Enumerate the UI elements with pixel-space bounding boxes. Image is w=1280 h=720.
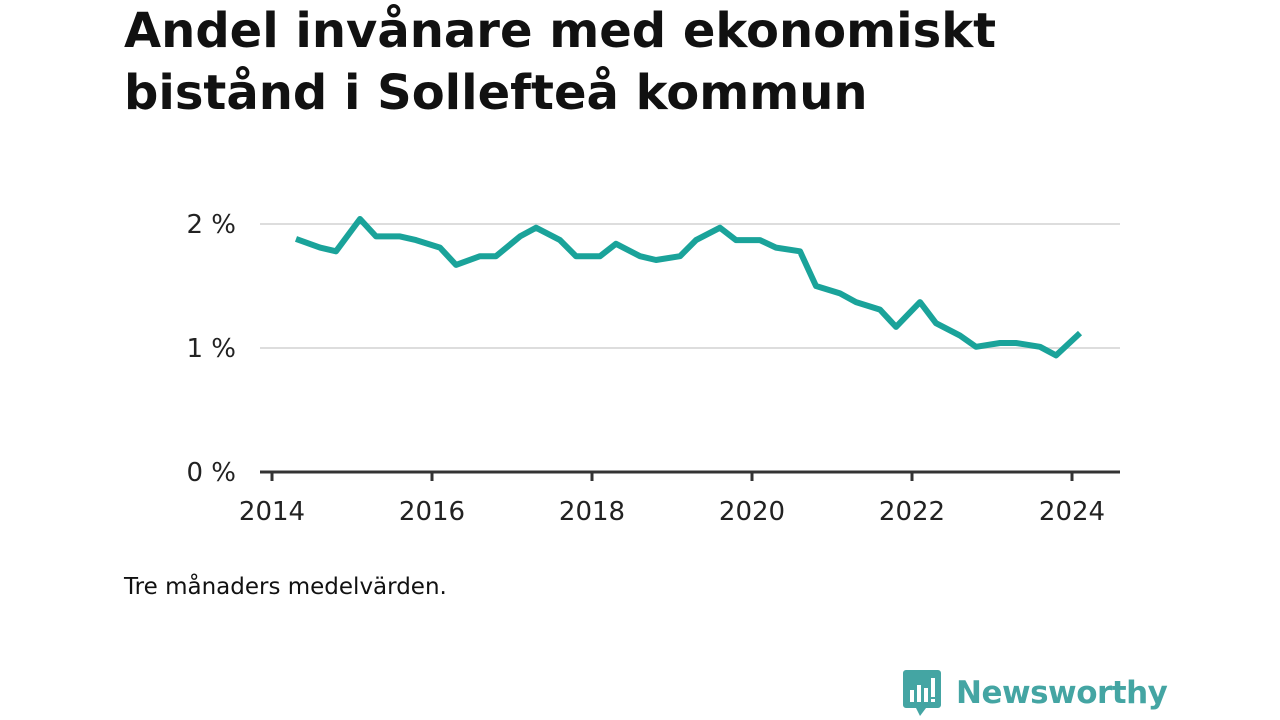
data-point: [437, 245, 443, 251]
data-point: [933, 320, 939, 326]
data-point: [413, 237, 419, 243]
data-point: [877, 307, 883, 313]
newsworthy-logo-icon: [903, 670, 941, 716]
brand-logo[interactable]: Newsworthy: [902, 668, 1168, 718]
chart-title: Andel invånare med ekonomiskt bistånd i …: [124, 3, 997, 121]
data-point: [757, 237, 763, 243]
data-point: [453, 262, 459, 268]
data-point: [717, 225, 723, 231]
data-point: [1053, 352, 1059, 358]
x-tick-label: 2016: [399, 497, 465, 527]
series-line: [294, 216, 1083, 359]
data-point: [613, 241, 619, 247]
data-point: [893, 324, 899, 330]
data-point: [637, 253, 643, 259]
y-tick-label: 1 %: [186, 334, 236, 364]
data-point: [797, 248, 803, 254]
data-point: [333, 248, 339, 254]
data-point: [397, 233, 403, 239]
data-point: [373, 233, 379, 239]
data-point: [957, 333, 963, 339]
x-tick-label: 2024: [1039, 497, 1105, 527]
chart-note: Tre månaders medelvärden.: [124, 574, 447, 600]
series-layer: [293, 216, 1083, 359]
data-point: [677, 253, 683, 259]
data-point: [597, 253, 603, 259]
data-point: [517, 233, 523, 239]
data-point: [997, 340, 1003, 346]
data-point: [477, 253, 483, 259]
data-point: [837, 290, 843, 296]
data-point: [973, 344, 979, 350]
data-point: [1037, 344, 1043, 350]
x-axis: [260, 470, 1120, 481]
x-tick-label: 2018: [559, 497, 625, 527]
data-point: [653, 257, 659, 263]
y-tick-label: 2 %: [186, 210, 236, 240]
data-point: [293, 236, 299, 242]
data-point: [917, 299, 923, 305]
data-point: [557, 237, 563, 243]
x-tick-label: 2014: [239, 497, 305, 527]
data-point: [317, 245, 323, 251]
y-tick-labels: 0 % 1 % 2 %: [186, 210, 236, 488]
data-point: [533, 225, 539, 231]
data-point: [1013, 340, 1019, 346]
data-point: [357, 216, 363, 222]
data-point: [573, 253, 579, 259]
data-point: [773, 245, 779, 251]
brand-name: Newsworthy: [956, 675, 1168, 711]
data-point: [1077, 330, 1083, 336]
x-tick-label: 2020: [719, 497, 785, 527]
data-point: [733, 237, 739, 243]
x-tick-label: 2022: [879, 497, 945, 527]
y-tick-label: 0 %: [186, 458, 236, 488]
data-point: [853, 299, 859, 305]
data-point: [693, 237, 699, 243]
x-tick-labels: 2014 2016 2018 2020 2022 2024: [239, 497, 1105, 527]
data-point: [493, 253, 499, 259]
data-point: [813, 283, 819, 289]
